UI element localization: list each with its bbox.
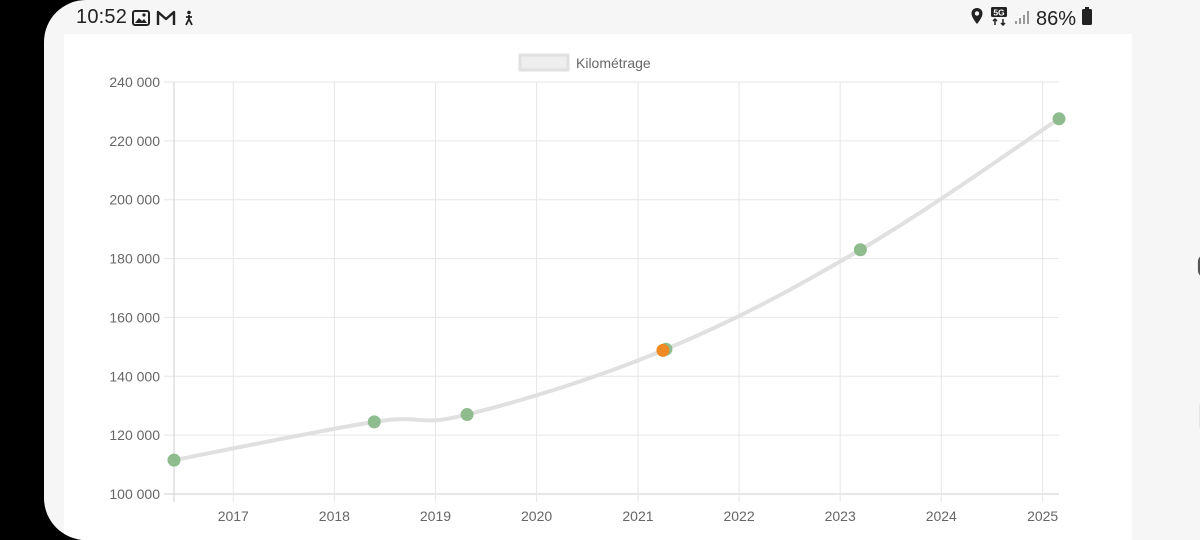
y-tick-label: 160 000 (109, 309, 160, 325)
mileage-chart: 100 000 120 000 140 000 160 000 180 000 200 0… (109, 53, 1066, 524)
x-tick-label: 2018 (319, 508, 350, 524)
x-tick-label: 2024 (926, 508, 957, 524)
y-tick-label: 120 000 (109, 427, 160, 443)
status-bar: 10:52 5G 86% (44, 0, 1200, 34)
legend-label: Kilométrage (576, 55, 651, 71)
y-tick-label: 140 000 (109, 368, 160, 384)
y-tick-label: 240 000 (109, 74, 160, 90)
battery-percent: 86% (1035, 7, 1076, 30)
data-point (367, 415, 381, 429)
gmail-icon (156, 9, 176, 32)
home-button[interactable] (1176, 248, 1200, 288)
y-tick-label: 200 000 (109, 192, 160, 208)
x-tick-label: 2021 (622, 508, 653, 524)
navigation-bar (1176, 34, 1200, 540)
data-point (460, 408, 474, 422)
svg-text:5G: 5G (993, 8, 1005, 18)
home-icon (1196, 252, 1200, 285)
x-tick-label: 2019 (420, 508, 451, 524)
legend-swatch (518, 53, 570, 72)
status-left-icons (132, 9, 196, 32)
y-tick-label: 220 000 (109, 133, 160, 149)
data-point (167, 453, 181, 467)
x-tick-label: 2020 (521, 508, 552, 524)
series-line (173, 117, 1061, 463)
highlight-point (656, 343, 670, 357)
phone-screen: 10:52 5G 86% (44, 0, 1200, 540)
x-tick-label: 2023 (825, 508, 856, 524)
x-tick-label: 2022 (723, 508, 754, 524)
activity-icon (182, 9, 196, 32)
chart-card: 100 000 120 000 140 000 160 000 180 000 200 0… (64, 34, 1132, 540)
y-tick-label: 100 000 (109, 486, 160, 502)
y-tick-label: 180 000 (109, 251, 160, 267)
status-time: 10:52 (76, 6, 128, 28)
gallery-icon (132, 9, 150, 32)
back-button[interactable] (1176, 96, 1200, 136)
signal-icon (1014, 8, 1030, 31)
data-point (853, 243, 867, 257)
x-tick-label: 2025 (1027, 508, 1058, 524)
recents-button[interactable] (1176, 398, 1200, 438)
battery-icon (1082, 7, 1092, 31)
5g-icon: 5G (990, 6, 1008, 32)
location-icon (970, 7, 984, 31)
x-tick-label: 2017 (218, 508, 249, 524)
status-right: 5G 86% (970, 6, 1092, 32)
data-point (1052, 112, 1066, 126)
